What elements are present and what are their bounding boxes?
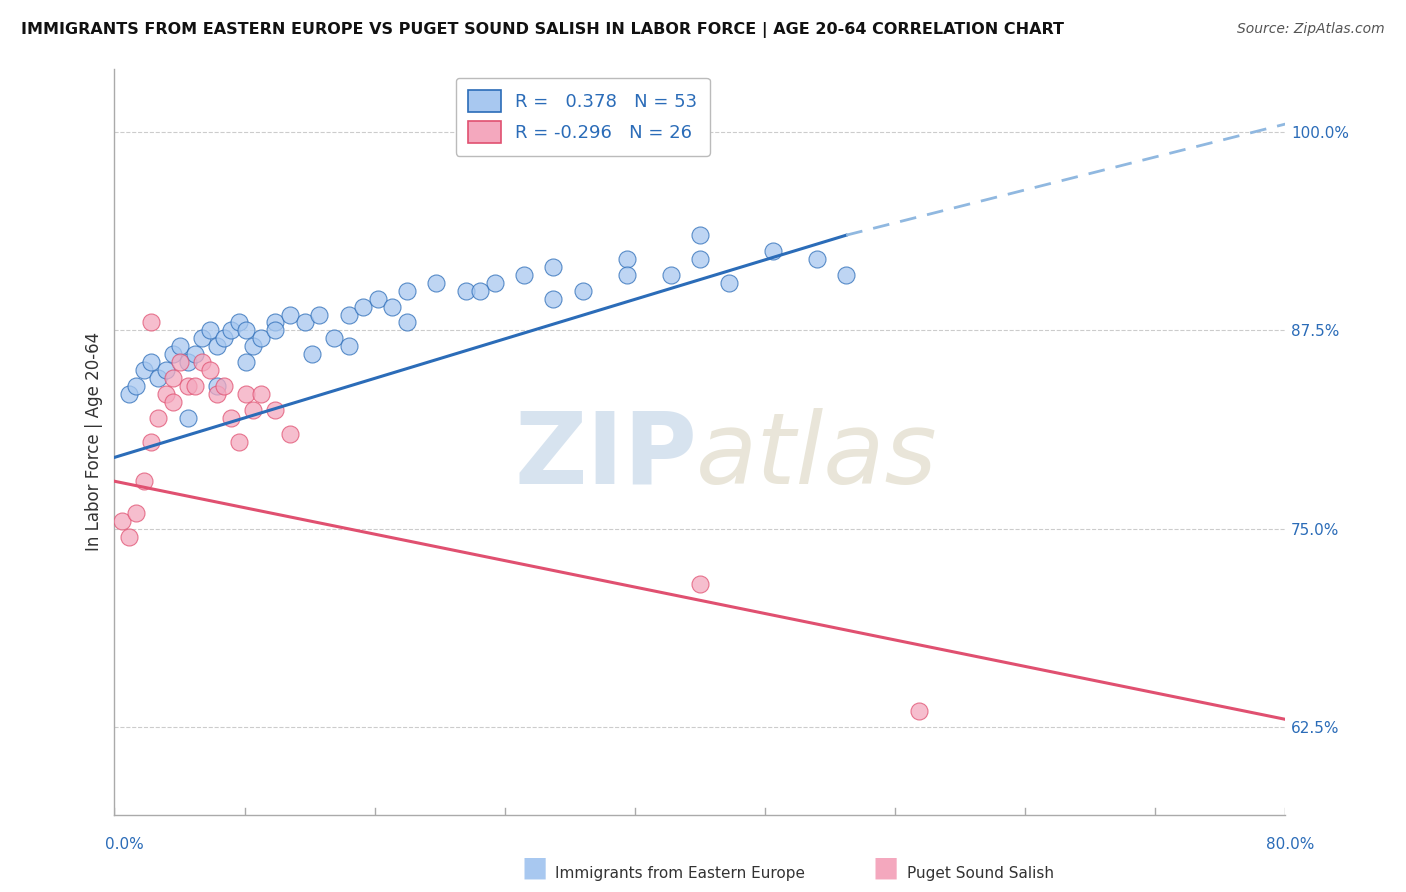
Point xyxy=(278,426,301,441)
Point xyxy=(162,371,184,385)
Point xyxy=(191,331,214,345)
Point xyxy=(249,331,271,345)
Text: IMMIGRANTS FROM EASTERN EUROPE VS PUGET SOUND SALISH IN LABOR FORCE | AGE 20-64 : IMMIGRANTS FROM EASTERN EUROPE VS PUGET … xyxy=(21,22,1064,38)
Legend: R =   0.378   N = 53, R = -0.296   N = 26: R = 0.378 N = 53, R = -0.296 N = 26 xyxy=(456,78,710,156)
Point xyxy=(176,379,198,393)
Point xyxy=(205,339,228,353)
Point xyxy=(162,395,184,409)
Point xyxy=(118,530,141,544)
Point xyxy=(198,363,221,377)
Point xyxy=(111,514,134,528)
Point xyxy=(198,323,221,337)
Point xyxy=(139,316,162,330)
Point xyxy=(148,371,170,385)
Point xyxy=(132,474,155,488)
Point xyxy=(162,347,184,361)
Point xyxy=(543,292,565,306)
Point xyxy=(221,410,243,425)
Text: Puget Sound Salish: Puget Sound Salish xyxy=(907,866,1054,881)
Point xyxy=(184,379,207,393)
Point xyxy=(139,355,162,369)
Point xyxy=(264,402,287,417)
Point xyxy=(228,316,250,330)
Point xyxy=(139,434,162,449)
Point xyxy=(616,252,638,266)
Point xyxy=(301,347,323,361)
Point xyxy=(148,410,170,425)
Text: ■: ■ xyxy=(522,854,547,881)
Text: Source: ZipAtlas.com: Source: ZipAtlas.com xyxy=(1237,22,1385,37)
Point xyxy=(176,410,198,425)
Text: ■: ■ xyxy=(873,854,898,881)
Point xyxy=(513,268,536,282)
Point xyxy=(470,284,492,298)
Point xyxy=(205,379,228,393)
Point xyxy=(264,316,287,330)
Point xyxy=(689,577,711,591)
Point xyxy=(294,316,316,330)
Point xyxy=(235,323,257,337)
Point xyxy=(132,363,155,377)
Point xyxy=(659,268,682,282)
Point xyxy=(571,284,593,298)
Point xyxy=(543,260,565,274)
Point xyxy=(228,434,250,449)
Point xyxy=(337,308,360,322)
Point xyxy=(908,705,931,719)
Point xyxy=(308,308,330,322)
Point xyxy=(367,292,389,306)
Point xyxy=(242,339,264,353)
Point xyxy=(323,331,346,345)
Point xyxy=(235,355,257,369)
Point xyxy=(212,379,235,393)
Point xyxy=(352,300,374,314)
Point xyxy=(425,276,447,290)
Point xyxy=(616,268,638,282)
Point xyxy=(454,284,477,298)
Text: atlas: atlas xyxy=(696,408,938,505)
Point xyxy=(278,308,301,322)
Point xyxy=(381,300,404,314)
Point xyxy=(762,244,785,258)
Point xyxy=(235,387,257,401)
Y-axis label: In Labor Force | Age 20-64: In Labor Force | Age 20-64 xyxy=(86,332,103,551)
Point xyxy=(337,339,360,353)
Point xyxy=(125,506,148,520)
Text: 80.0%: 80.0% xyxy=(1267,837,1315,852)
Point xyxy=(689,228,711,243)
Point xyxy=(155,387,177,401)
Point xyxy=(242,402,264,417)
Point xyxy=(169,339,191,353)
Text: ZIP: ZIP xyxy=(515,408,697,505)
Text: 0.0%: 0.0% xyxy=(105,837,145,852)
Text: Immigrants from Eastern Europe: Immigrants from Eastern Europe xyxy=(555,866,806,881)
Point xyxy=(396,284,419,298)
Point xyxy=(484,276,506,290)
Point xyxy=(169,355,191,369)
Point xyxy=(718,276,741,290)
Point xyxy=(249,387,271,401)
Point xyxy=(118,387,141,401)
Point xyxy=(396,316,419,330)
Point xyxy=(221,323,243,337)
Point xyxy=(205,387,228,401)
Point xyxy=(835,268,858,282)
Point xyxy=(806,252,828,266)
Point xyxy=(176,355,198,369)
Point xyxy=(264,323,287,337)
Point xyxy=(184,347,207,361)
Point xyxy=(689,252,711,266)
Point xyxy=(155,363,177,377)
Point xyxy=(191,355,214,369)
Point xyxy=(125,379,148,393)
Point xyxy=(212,331,235,345)
